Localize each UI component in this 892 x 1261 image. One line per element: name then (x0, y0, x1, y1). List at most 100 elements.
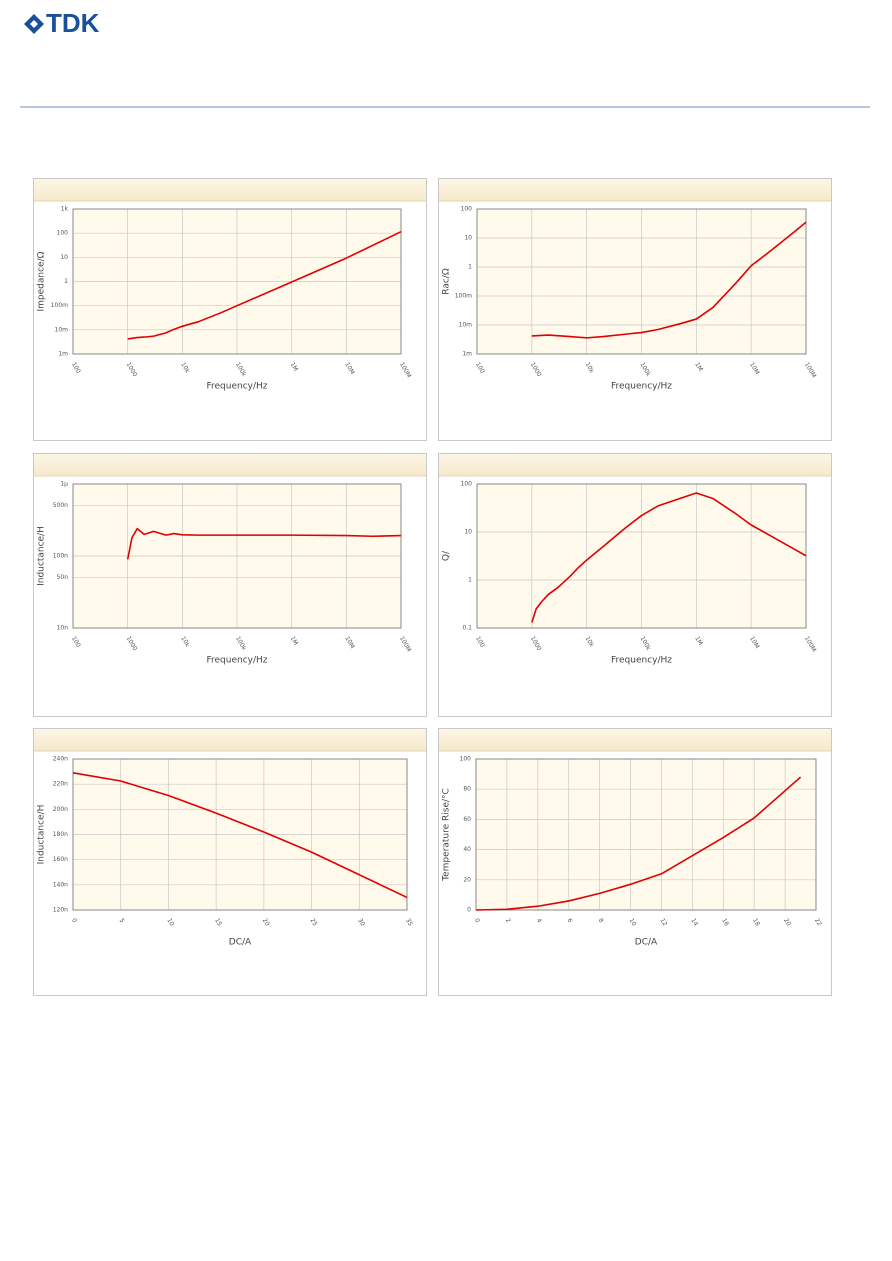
y-tick-label: 500n (53, 502, 68, 509)
x-tick-label: 100 (70, 635, 82, 649)
data-line (531, 221, 807, 339)
x-axis-label: Frequency/Hz (611, 382, 672, 392)
x-tick-label: 6 (566, 917, 574, 924)
x-tick-label: 8 (597, 917, 605, 924)
y-tick-label: 10 (464, 235, 472, 242)
data-line (72, 772, 408, 899)
x-axis-label: DC/A (635, 938, 658, 948)
y-tick-label: 160n (53, 856, 68, 863)
panel-header (439, 454, 831, 476)
y-tick-label: 80 (463, 786, 471, 793)
x-tick-label: 35 (404, 917, 414, 927)
y-tick-label: 240n (53, 756, 68, 763)
x-tick-label: 10k (179, 635, 191, 649)
y-tick-label: 100 (461, 206, 473, 213)
y-tick-label: 40 (463, 846, 471, 853)
y-tick-label: 220n (53, 781, 68, 788)
y-tick-label: 10 (60, 254, 68, 261)
x-tick-label: 1M (693, 361, 704, 372)
panel-header (34, 179, 426, 201)
y-tick-label: 0.1 (462, 625, 472, 632)
plot-frame (72, 208, 402, 355)
panel-header (34, 454, 426, 476)
x-axis-label: DC/A (229, 938, 252, 948)
data-line (127, 230, 402, 340)
x-tick-label: 0 (70, 917, 78, 924)
y-tick-label: 200n (53, 806, 68, 813)
panel-header (34, 729, 426, 751)
x-tick-label: 4 (535, 917, 543, 924)
panel-header (439, 179, 831, 201)
y-tick-label: 50n (57, 574, 69, 581)
y-tick-label: 10 (464, 529, 472, 536)
y-tick-label: 10m (459, 322, 473, 329)
x-tick-label: 5 (118, 917, 126, 924)
x-tick-label: 2 (504, 917, 512, 924)
y-tick-label: 1 (468, 577, 472, 584)
x-tick-label: 30 (356, 917, 366, 927)
x-axis-label: Frequency/Hz (206, 656, 267, 666)
x-tick-label: 100 (70, 361, 82, 375)
x-tick-label: 0 (473, 917, 481, 924)
y-tick-label: 100m (455, 293, 472, 300)
data-line (531, 492, 807, 623)
y-tick-label: 100m (51, 302, 68, 309)
logo-icon (24, 14, 44, 34)
panel-header (439, 729, 831, 751)
plot-frame (72, 758, 408, 911)
x-tick-label: 10k (584, 635, 596, 649)
y-tick-label: 140n (53, 881, 68, 888)
y-axis-label: Temperature Rise/°C (442, 788, 452, 882)
y-tick-label: 180n (53, 831, 68, 838)
y-tick-label: 120n (53, 907, 68, 914)
x-tick-label: 20 (782, 917, 792, 927)
data-line (475, 776, 802, 911)
y-axis-label: Impedance/Ω (37, 251, 47, 311)
y-tick-label: 100n (53, 553, 68, 560)
y-tick-label: 10n (57, 625, 69, 632)
plot-frame (476, 208, 807, 355)
y-tick-label: 1m (462, 351, 472, 358)
x-tick-label: 14 (689, 917, 699, 927)
x-tick-label: 25 (309, 917, 319, 927)
x-axis-label: Frequency/Hz (611, 656, 672, 666)
x-tick-label: 18 (751, 917, 761, 927)
x-tick-label: 15 (213, 917, 223, 927)
y-axis-label: Q/ (442, 550, 452, 561)
plot-frame (475, 758, 817, 911)
y-axis-label: Inductance/H (37, 805, 47, 865)
y-tick-label: 10m (55, 326, 69, 333)
x-tick-label: 20 (261, 917, 271, 927)
x-tick-label: 1M (289, 361, 300, 372)
x-tick-label: 10k (584, 361, 596, 375)
y-tick-label: 1 (64, 278, 68, 285)
y-tick-label: 100 (460, 756, 472, 763)
y-tick-label: 100 (57, 230, 69, 237)
x-tick-label: 22 (813, 917, 823, 927)
y-tick-label: 100 (461, 481, 473, 488)
x-tick-label: 16 (720, 917, 730, 927)
y-tick-label: 1 (468, 264, 472, 271)
x-tick-label: 12 (658, 917, 668, 927)
x-axis-label: Frequency/Hz (206, 382, 267, 392)
logo-text: TDK (46, 8, 100, 38)
y-axis-label: Inductance/H (37, 526, 47, 586)
x-tick-label: 1M (289, 635, 300, 646)
x-tick-label: 10 (628, 917, 638, 927)
x-tick-label: 10 (165, 917, 175, 927)
x-tick-label: 1M (693, 635, 704, 646)
plot-frame (72, 483, 402, 629)
y-tick-label: 1m (58, 351, 68, 358)
data-line (126, 527, 402, 560)
y-tick-label: 60 (463, 816, 471, 823)
y-tick-label: 0 (467, 907, 471, 914)
y-tick-label: 20 (463, 876, 471, 883)
x-tick-label: 100 (474, 361, 486, 375)
x-tick-label: 10k (179, 361, 191, 375)
y-tick-label: 1k (61, 206, 69, 213)
plot-area (476, 759, 816, 910)
y-tick-label: 1µ (60, 481, 68, 488)
x-tick-label: 100 (474, 635, 486, 649)
y-axis-label: Rac/Ω (442, 268, 452, 295)
